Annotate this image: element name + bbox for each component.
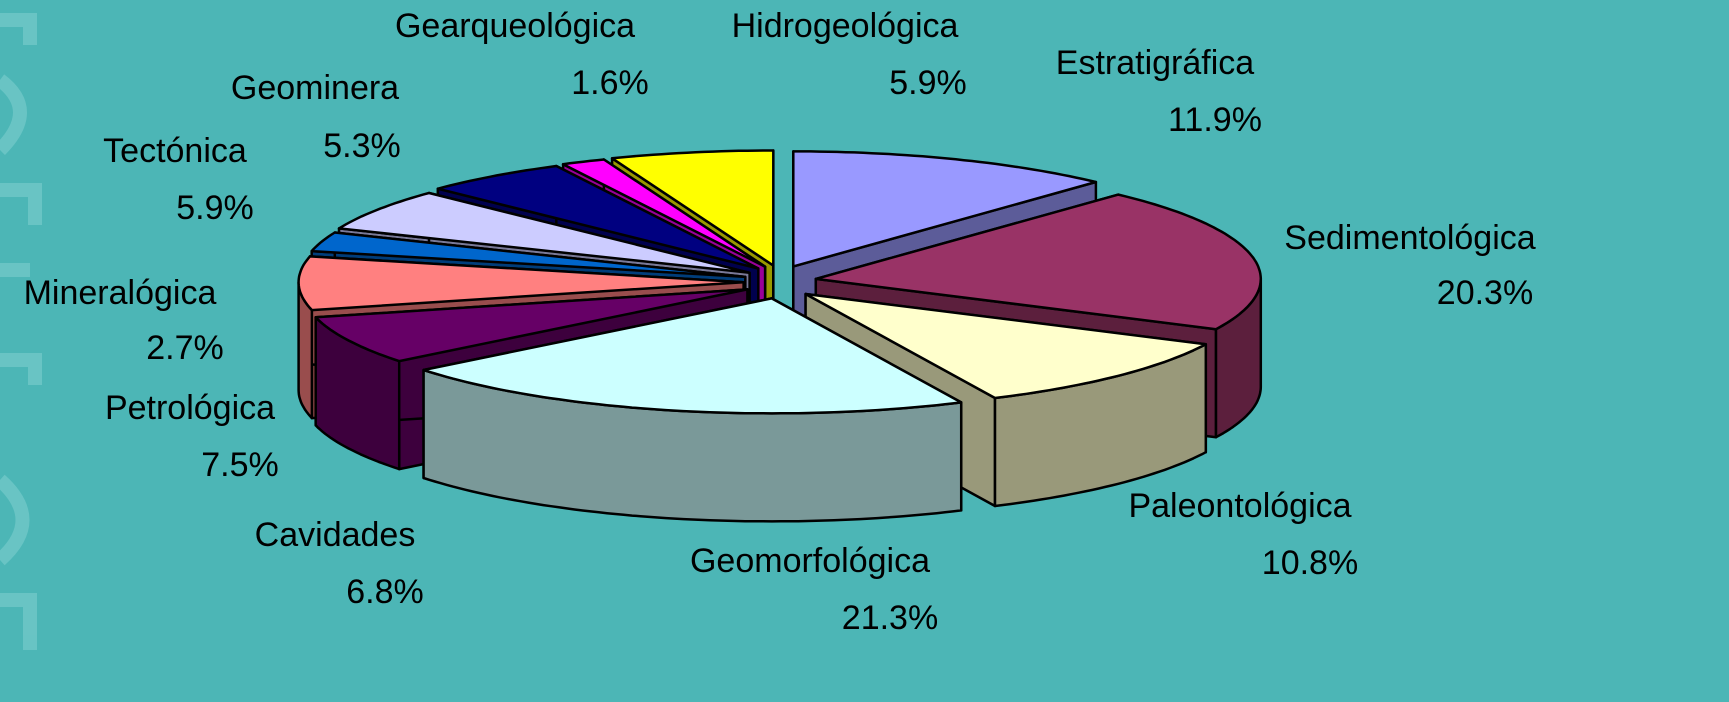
slice-top [337,191,751,275]
value-label: 7.5% [201,446,279,484]
slice-top [297,255,745,312]
slice-label: Geominera [231,69,399,107]
slice-label: Tectónica [103,132,247,170]
value-label: 20.3% [1437,274,1533,312]
slice-top [610,149,775,267]
slice-label: Mineralógica [24,274,217,312]
value-label: 5.9% [176,189,254,227]
slice-label: Geomorfológica [690,542,930,580]
value-label: 6.8% [346,573,424,611]
slice [422,297,963,523]
slice-top [310,231,747,279]
slice-label: Hidrogeológica [732,7,959,45]
slice-top [804,292,1208,400]
slice-top [814,193,1263,331]
slice-label: Gearqueológica [395,7,635,45]
slice-label: Sedimentológica [1284,219,1535,257]
value-label: 5.3% [323,127,401,165]
slice-label: Paleontológica [1128,487,1351,525]
slice-top [561,158,767,268]
decoration [0,13,42,650]
value-label: 21.3% [842,599,938,637]
value-label: 5.9% [889,64,967,102]
slice-top [314,288,749,363]
slice-label: Estratigráfica [1056,44,1254,82]
slice-top [436,164,760,270]
value-label: 11.9% [1168,101,1262,139]
slice-top [422,297,963,415]
slice-label: Cavidades [255,516,416,554]
slice-label: Petrológica [105,389,275,427]
slice-top [792,150,1098,268]
value-label: 2.7% [146,329,224,367]
value-label: 10.8% [1262,544,1358,582]
value-label: 1.6% [571,64,649,102]
